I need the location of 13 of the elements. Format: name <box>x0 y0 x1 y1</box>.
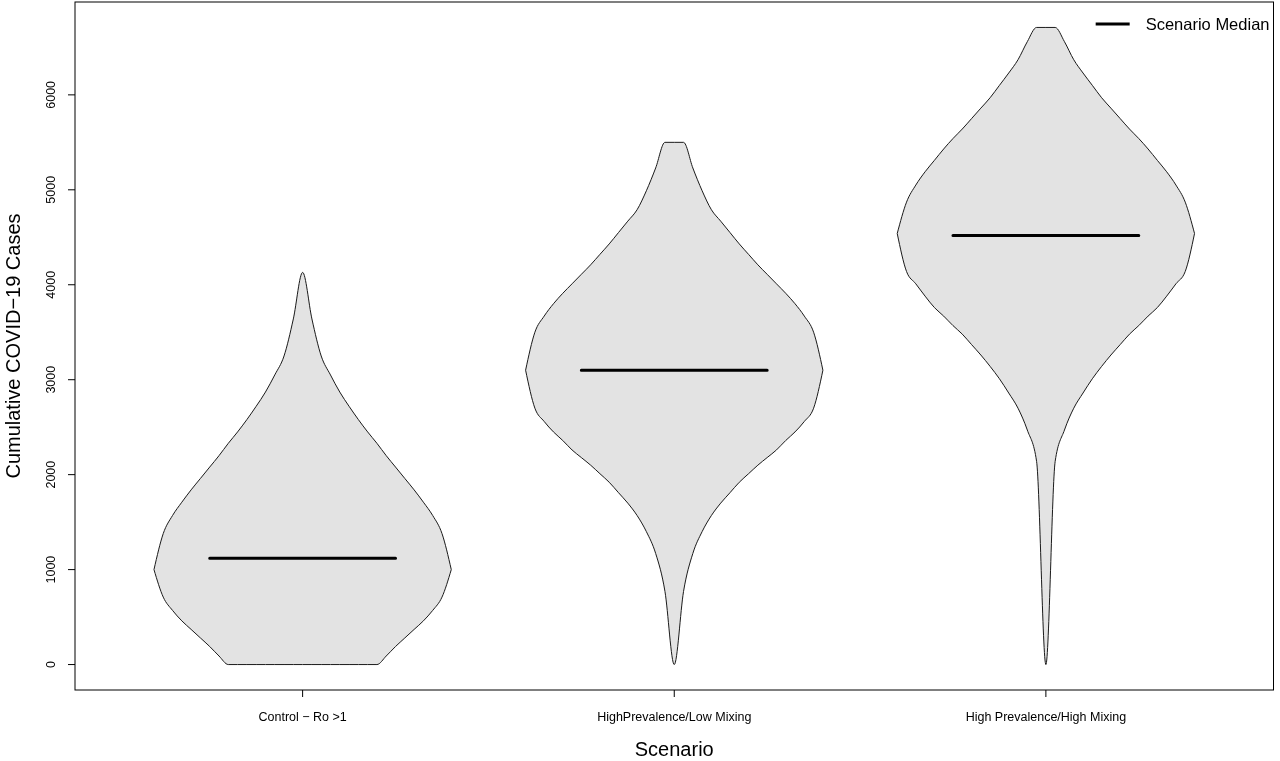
y-axis-title: Cumulative COVID−19 Cases <box>2 213 24 479</box>
x-axis-title: Scenario <box>634 738 714 760</box>
x-tick-label: High Prevalence/High Mixing <box>965 710 1127 724</box>
x-tick-label: Control − Ro >1 <box>258 710 347 724</box>
y-tick-label: 0 <box>44 661 58 669</box>
y-tick-label: 4000 <box>44 270 58 299</box>
legend-label: Scenario Median <box>1145 15 1270 33</box>
y-tick-label: 2000 <box>44 460 58 489</box>
y-tick-label: 6000 <box>44 80 58 109</box>
y-tick-label: 5000 <box>44 175 58 204</box>
x-tick-label: HighPrevalence/Low Mixing <box>597 710 752 724</box>
y-tick-label: 3000 <box>44 365 58 394</box>
y-tick-label: 1000 <box>44 555 58 584</box>
